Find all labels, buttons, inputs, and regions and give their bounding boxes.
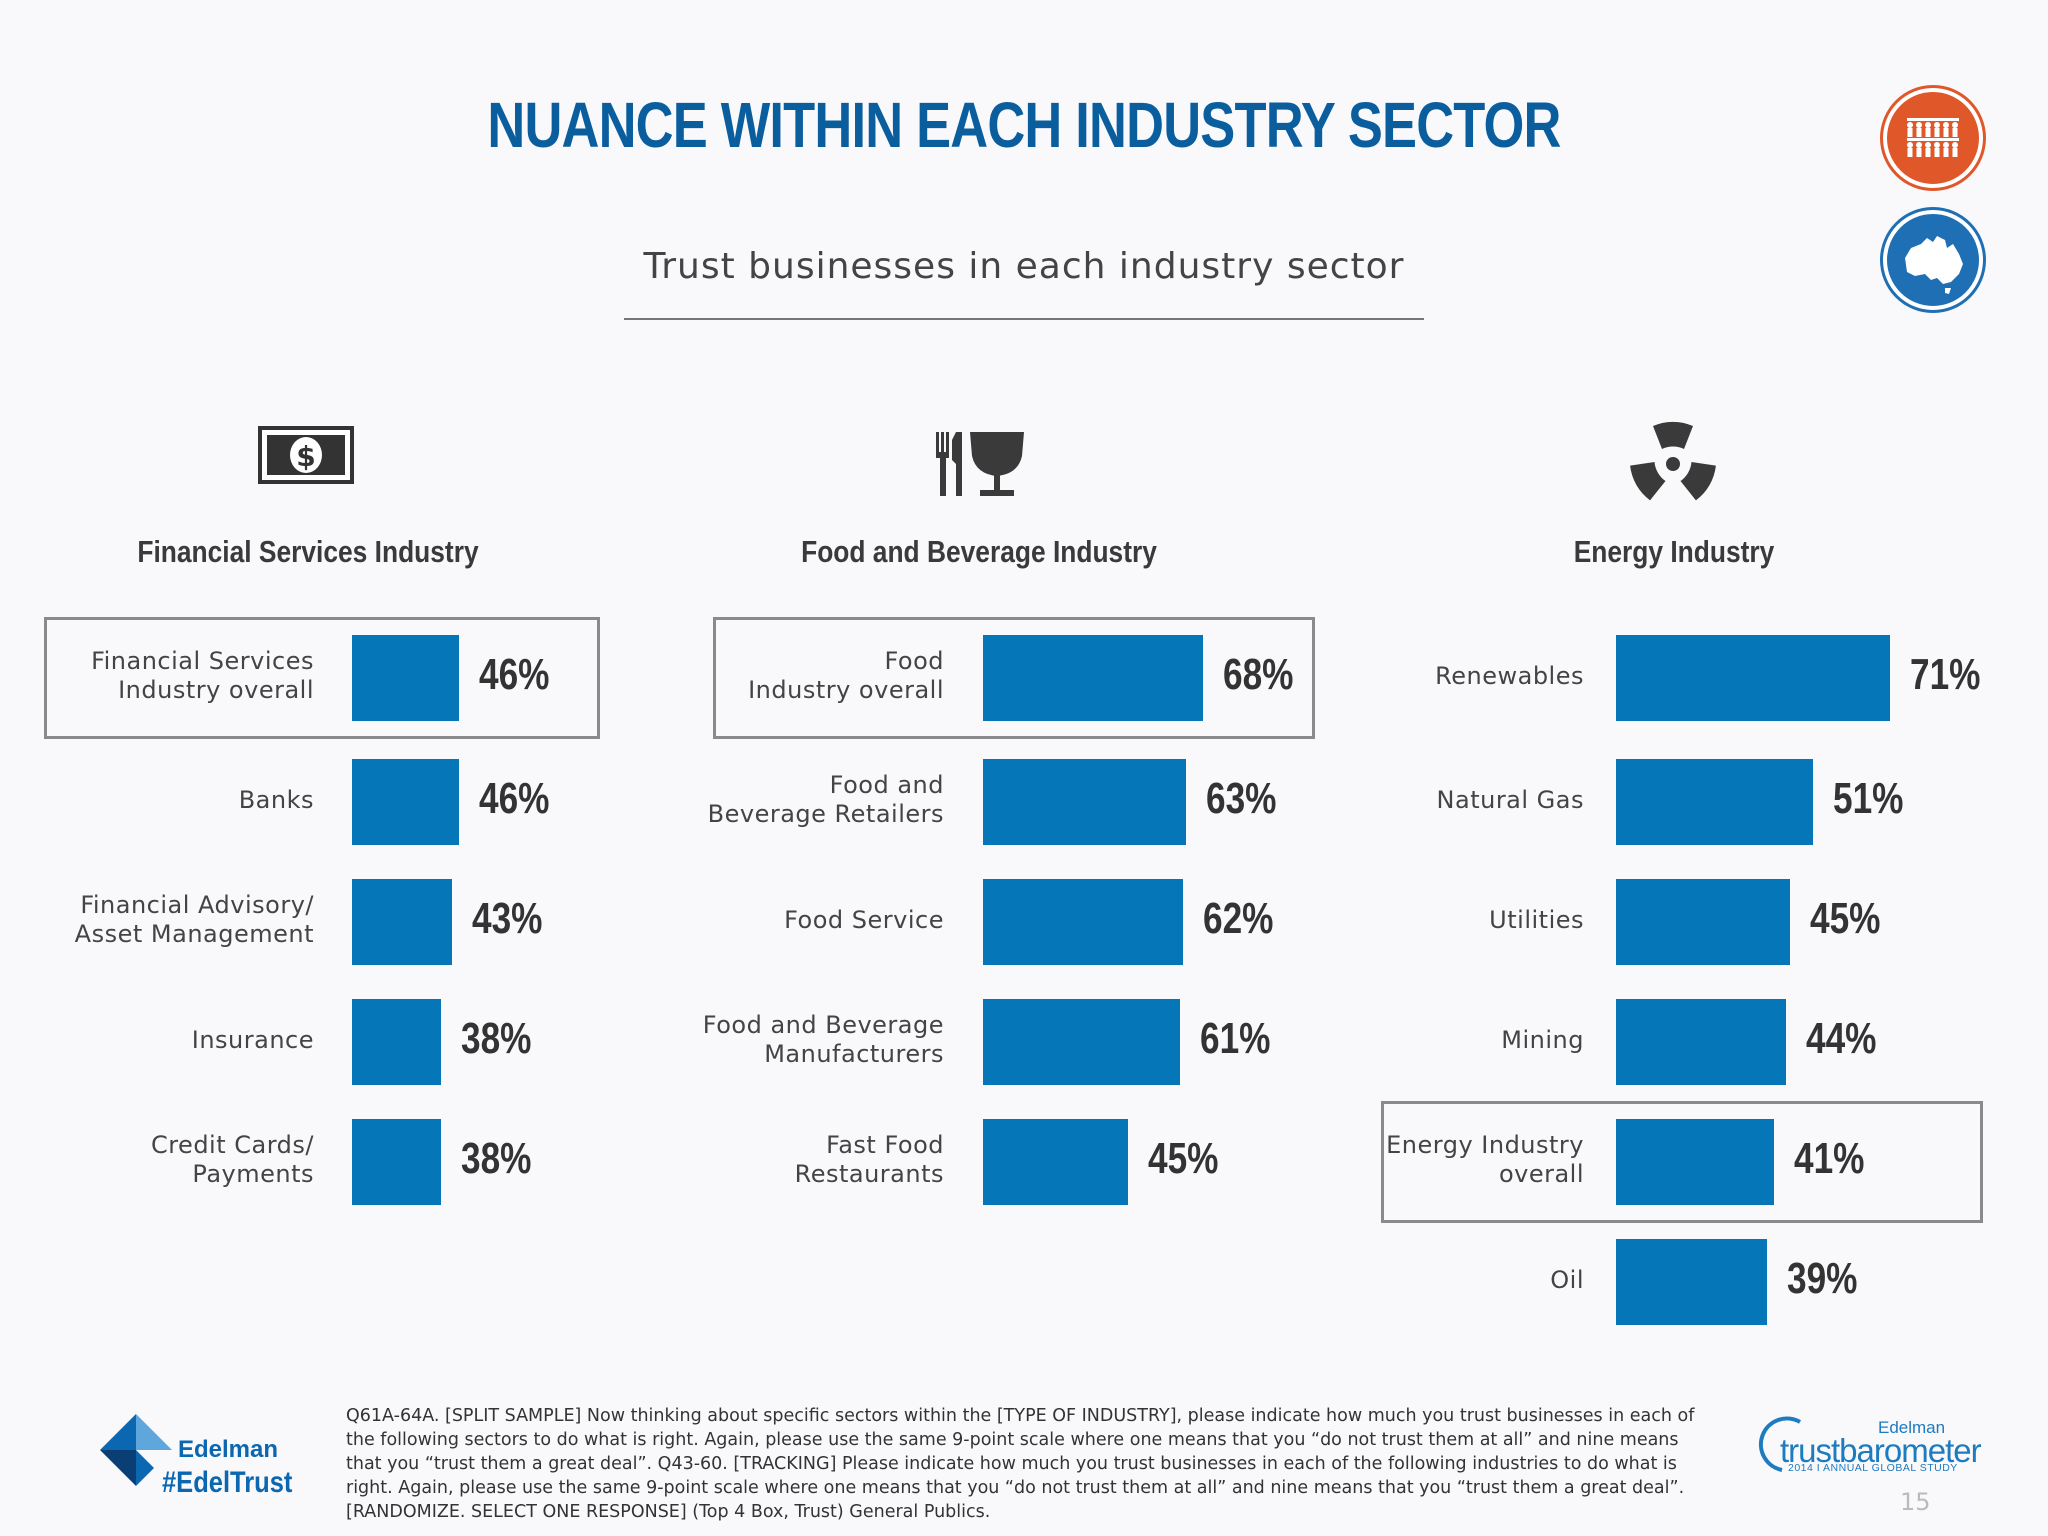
bar-fast-food-restaurants	[983, 1119, 1129, 1205]
chart-title-food: Food and Beverage Industry	[801, 534, 1157, 569]
value-label: 61%	[1200, 1014, 1271, 1063]
category-label: Food and Beverage Manufacturers	[702, 1011, 944, 1068]
bar-banks	[352, 759, 460, 845]
value-label: 63%	[1206, 774, 1277, 823]
methodology-footnote: Q61A-64A. [SPLIT SAMPLE] Now thinking ab…	[346, 1406, 1695, 1522]
value-label: 62%	[1203, 894, 1274, 943]
value-label: 38%	[460, 1014, 531, 1063]
bar-food-service	[983, 879, 1184, 965]
category-label: Mining	[1501, 1025, 1584, 1054]
value-label: 44%	[1805, 1014, 1877, 1063]
svg-text:$: $	[296, 440, 315, 473]
category-label: Energy Industry overall	[1386, 1131, 1584, 1188]
value-label: 68%	[1222, 650, 1294, 699]
radiation-icon	[1630, 421, 1716, 501]
bar-oil	[1616, 1239, 1767, 1325]
category-label: Food and Beverage Retailers	[707, 771, 944, 828]
bar-mining	[1616, 999, 1786, 1085]
page-subtitle: Trust businesses in each industry sector	[643, 246, 1405, 287]
people-icon	[1883, 88, 1983, 188]
bar-energy-industry-overall	[1616, 1119, 1775, 1205]
value-label: 43%	[472, 894, 543, 943]
chart-title-energy: Energy Industry	[1573, 534, 1775, 569]
highlight-box-food-industry-overall	[713, 617, 1315, 739]
value-label: 46%	[479, 774, 550, 823]
value-label: 41%	[1794, 1134, 1865, 1183]
edelman-logo-icon	[100, 1414, 172, 1486]
category-label: Fast Food Restaurants	[794, 1131, 944, 1188]
value-label: 46%	[479, 650, 550, 699]
category-label: Banks	[238, 785, 314, 814]
category-label: Oil	[1550, 1265, 1584, 1294]
australia-map-icon	[1883, 210, 1983, 310]
category-label: Financial Services Industry overall	[91, 647, 314, 704]
edeltrust-hashtag: #EdelTrust	[162, 1466, 293, 1499]
page-number: 15	[1900, 1488, 1931, 1516]
fork-knife-glass-icon	[936, 432, 1024, 496]
category-label: Natural Gas	[1436, 785, 1584, 814]
category-label: Insurance	[191, 1025, 314, 1054]
value-label: 39%	[1786, 1254, 1857, 1303]
value-label: 45%	[1148, 1134, 1219, 1183]
page-title: NUANCE WITHIN EACH INDUSTRY SECTOR	[487, 89, 1561, 161]
category-label: Renewables	[1435, 661, 1584, 690]
bar-financial-advisory-asset-management	[352, 879, 453, 965]
category-label: Food Industry overall	[748, 647, 944, 704]
value-label: 45%	[1809, 894, 1881, 943]
dollar-bill-icon: $	[258, 426, 354, 484]
value-label: 38%	[460, 1134, 531, 1183]
bar-financial-services-industry-overall	[352, 635, 460, 721]
highlight-box-financial-services-industry-overall	[44, 617, 600, 739]
trustbarometer-study: 2014 I ANNUAL GLOBAL STUDY	[1788, 1462, 1958, 1474]
category-label: Food Service	[784, 905, 944, 934]
bar-natural-gas	[1616, 759, 1813, 845]
category-label: Financial Advisory/ Asset Management	[74, 891, 314, 948]
category-label: Utilities	[1489, 905, 1584, 934]
category-label: Credit Cards/ Payments	[150, 1131, 314, 1188]
trustbarometer-swoosh-icon	[1758, 1416, 1802, 1472]
subtitle-divider	[624, 318, 1424, 320]
bar-utilities	[1616, 879, 1790, 965]
bar-renewables	[1616, 635, 1891, 721]
bar-food-and-beverage-manufacturers	[983, 999, 1181, 1085]
trustbarometer-brand: Edelman	[1878, 1418, 1946, 1437]
bar-food-industry-overall	[983, 635, 1203, 721]
edelman-wordmark: Edelman	[178, 1436, 279, 1463]
chart-title-financial: Financial Services Industry	[137, 534, 479, 569]
bar-insurance	[352, 999, 441, 1085]
value-label: 71%	[1910, 650, 1981, 699]
trustbarometer-wordmark: trustbarometer	[1780, 1432, 1982, 1469]
value-label: 51%	[1832, 774, 1904, 823]
bar-credit-cards-payments	[352, 1119, 441, 1205]
highlight-box-energy-industry-overall	[1381, 1101, 1983, 1223]
bar-food-and-beverage-retailers	[983, 759, 1187, 845]
